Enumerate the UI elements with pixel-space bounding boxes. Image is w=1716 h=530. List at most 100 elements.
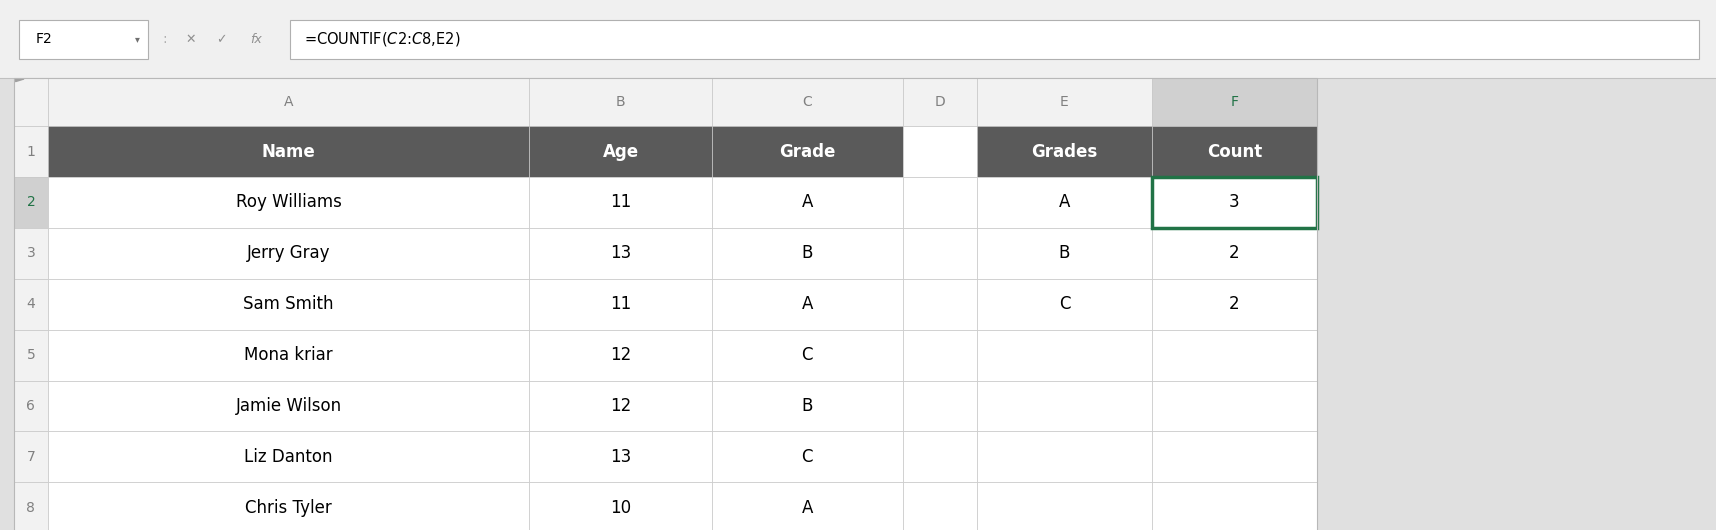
Bar bbox=[14, 126, 48, 177]
Text: 2: 2 bbox=[1229, 295, 1241, 313]
Bar bbox=[903, 279, 978, 330]
Text: D: D bbox=[935, 95, 946, 109]
Bar bbox=[19, 20, 148, 59]
Text: Roy Williams: Roy Williams bbox=[235, 193, 341, 211]
Bar bbox=[48, 431, 529, 482]
Text: 11: 11 bbox=[609, 295, 631, 313]
Text: C: C bbox=[1059, 295, 1071, 313]
Bar bbox=[903, 126, 978, 177]
Bar bbox=[529, 381, 712, 431]
Text: ✕: ✕ bbox=[185, 33, 196, 46]
Text: A: A bbox=[801, 193, 813, 211]
Bar bbox=[48, 279, 529, 330]
Bar bbox=[529, 126, 712, 177]
Text: ▾: ▾ bbox=[136, 34, 139, 44]
Text: B: B bbox=[616, 95, 625, 109]
Bar bbox=[1151, 228, 1318, 279]
Bar bbox=[978, 279, 1151, 330]
Bar bbox=[903, 177, 978, 228]
Text: 3: 3 bbox=[26, 246, 36, 260]
Bar bbox=[14, 381, 48, 431]
Bar bbox=[712, 126, 903, 177]
Bar bbox=[529, 482, 712, 530]
Bar bbox=[529, 431, 712, 482]
Bar bbox=[1318, 78, 1716, 530]
Bar bbox=[712, 431, 903, 482]
Bar bbox=[1151, 330, 1318, 381]
Text: 2: 2 bbox=[1229, 244, 1241, 262]
Text: Jamie Wilson: Jamie Wilson bbox=[235, 397, 341, 415]
Text: 1: 1 bbox=[26, 145, 36, 158]
Text: 4: 4 bbox=[26, 297, 36, 311]
Text: 11: 11 bbox=[609, 193, 631, 211]
Bar bbox=[978, 330, 1151, 381]
Text: =COUNTIF($C$2:$C$8,E2): =COUNTIF($C$2:$C$8,E2) bbox=[304, 30, 460, 48]
Text: 12: 12 bbox=[609, 397, 631, 415]
Text: 13: 13 bbox=[609, 448, 631, 466]
Text: C: C bbox=[803, 95, 812, 109]
Text: 10: 10 bbox=[609, 499, 631, 517]
Polygon shape bbox=[15, 79, 24, 82]
Text: 6: 6 bbox=[26, 399, 36, 413]
Bar bbox=[14, 177, 48, 228]
Text: Age: Age bbox=[602, 143, 638, 161]
Bar bbox=[712, 228, 903, 279]
Bar bbox=[529, 177, 712, 228]
Text: Jerry Gray: Jerry Gray bbox=[247, 244, 331, 262]
Text: Name: Name bbox=[263, 143, 316, 161]
Bar bbox=[14, 228, 48, 279]
Bar bbox=[1151, 482, 1318, 530]
Bar bbox=[903, 482, 978, 530]
Bar bbox=[903, 431, 978, 482]
Bar bbox=[1151, 431, 1318, 482]
Bar bbox=[0, 0, 1716, 78]
Text: ✓: ✓ bbox=[216, 33, 227, 46]
Text: 7: 7 bbox=[26, 450, 36, 464]
Bar bbox=[1151, 381, 1318, 431]
Bar bbox=[48, 330, 529, 381]
Bar bbox=[978, 126, 1151, 177]
Text: Sam Smith: Sam Smith bbox=[244, 295, 335, 313]
Bar bbox=[978, 228, 1151, 279]
Bar bbox=[712, 330, 903, 381]
Bar bbox=[1151, 177, 1318, 228]
Bar bbox=[903, 228, 978, 279]
Bar bbox=[978, 482, 1151, 530]
Text: A: A bbox=[801, 295, 813, 313]
Text: :: : bbox=[163, 32, 166, 46]
Text: A: A bbox=[283, 95, 293, 109]
Bar bbox=[14, 78, 48, 126]
Bar bbox=[529, 78, 712, 126]
Bar bbox=[712, 482, 903, 530]
Text: C: C bbox=[801, 448, 813, 466]
Text: 2: 2 bbox=[26, 196, 36, 209]
Bar bbox=[529, 330, 712, 381]
Bar bbox=[14, 279, 48, 330]
Text: Count: Count bbox=[1206, 143, 1263, 161]
Text: Grades: Grades bbox=[1031, 143, 1098, 161]
Text: B: B bbox=[1059, 244, 1071, 262]
Bar bbox=[903, 330, 978, 381]
Text: 3: 3 bbox=[1229, 193, 1241, 211]
Text: B: B bbox=[801, 397, 813, 415]
Bar bbox=[978, 431, 1151, 482]
Bar bbox=[978, 78, 1151, 126]
Bar bbox=[48, 482, 529, 530]
Text: Mona kriar: Mona kriar bbox=[244, 346, 333, 364]
Text: B: B bbox=[801, 244, 813, 262]
Text: fx: fx bbox=[251, 33, 261, 46]
Bar bbox=[14, 78, 1318, 530]
Text: Grade: Grade bbox=[779, 143, 836, 161]
Bar bbox=[1151, 78, 1318, 126]
Text: C: C bbox=[801, 346, 813, 364]
Text: 5: 5 bbox=[26, 348, 36, 362]
Text: 12: 12 bbox=[609, 346, 631, 364]
Bar bbox=[1151, 126, 1318, 177]
Bar bbox=[290, 20, 1699, 59]
Text: Chris Tyler: Chris Tyler bbox=[245, 499, 331, 517]
Bar bbox=[48, 228, 529, 279]
Text: F: F bbox=[1230, 95, 1239, 109]
Bar bbox=[712, 381, 903, 431]
Bar bbox=[712, 279, 903, 330]
Bar bbox=[48, 126, 529, 177]
